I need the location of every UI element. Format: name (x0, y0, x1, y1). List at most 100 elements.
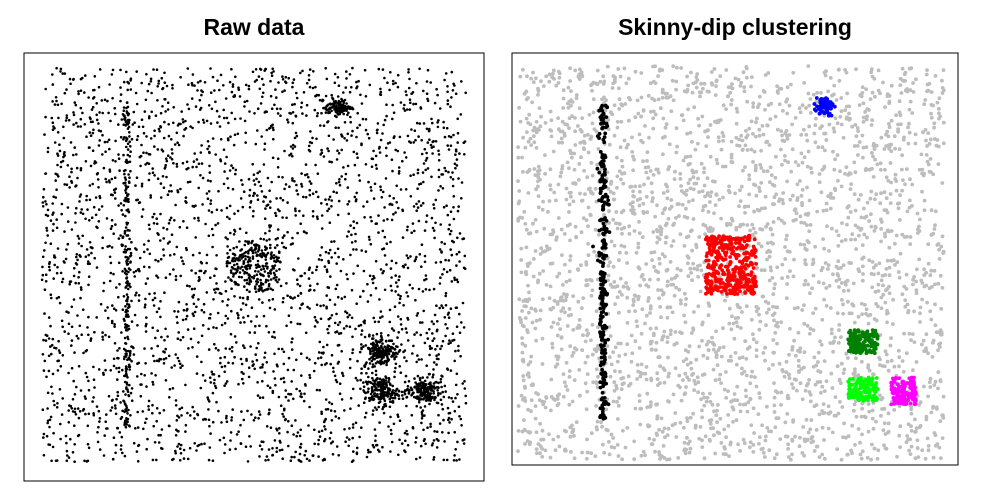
scatter-point (853, 367, 857, 372)
scatter-point (126, 306, 130, 310)
scatter-point (79, 167, 83, 170)
scatter-point (79, 389, 83, 392)
scatter-point (197, 341, 200, 344)
scatter-point (206, 147, 209, 151)
scatter-point (122, 123, 125, 126)
scatter-point (739, 326, 743, 330)
scatter-point (333, 240, 336, 243)
scatter-point (135, 450, 139, 453)
scatter-point (295, 278, 299, 282)
scatter-point (245, 278, 249, 282)
scatter-point (458, 415, 461, 418)
scatter-point (303, 383, 307, 386)
scatter-point (128, 176, 131, 179)
scatter-point (130, 399, 134, 403)
scatter-point (364, 95, 368, 98)
scatter-point (447, 316, 451, 320)
scatter-point (103, 140, 107, 144)
scatter-point (871, 265, 876, 270)
scatter-point (680, 202, 685, 207)
scatter-point (269, 253, 273, 256)
scatter-point (227, 121, 230, 125)
scatter-point (287, 314, 291, 318)
scatter-point (229, 271, 233, 274)
scatter-point (833, 395, 838, 399)
scatter-point (246, 295, 249, 299)
scatter-point (534, 146, 539, 150)
scatter-point (124, 136, 128, 139)
scatter-point (360, 142, 363, 145)
scatter-point (195, 305, 198, 309)
scatter-point (727, 306, 732, 311)
scatter-point (888, 161, 893, 165)
scatter-point (328, 195, 332, 199)
scatter-point (128, 237, 131, 241)
scatter-point (196, 81, 200, 84)
scatter-point (779, 390, 784, 395)
scatter-point (343, 98, 347, 102)
scatter-point (459, 354, 462, 358)
scatter-point (119, 99, 122, 103)
scatter-point (57, 175, 60, 178)
scatter-point (83, 459, 86, 463)
scatter-point (394, 281, 398, 284)
scatter-point (167, 354, 171, 358)
scatter-point (409, 255, 412, 258)
scatter-point (644, 194, 649, 199)
scatter-point (371, 334, 375, 337)
scatter-point (257, 180, 261, 184)
scatter-point (402, 107, 406, 110)
scatter-point (228, 261, 232, 265)
scatter-point (403, 151, 406, 154)
scatter-point (124, 168, 127, 172)
scatter-point (806, 381, 810, 386)
scatter-point (349, 407, 352, 411)
scatter-point (122, 114, 126, 118)
scatter-point (562, 232, 567, 236)
scatter-point (371, 395, 374, 398)
scatter-point (340, 97, 343, 101)
scatter-point (251, 251, 255, 255)
scatter-point (112, 307, 116, 311)
scatter-point (755, 116, 759, 121)
scatter-point (742, 441, 747, 446)
scatter-point (425, 80, 429, 83)
scatter-point (291, 154, 294, 158)
scatter-point (87, 283, 90, 287)
scatter-point (381, 388, 385, 391)
scatter-point (137, 267, 140, 271)
scatter-point (155, 407, 159, 410)
scatter-point (883, 300, 888, 305)
scatter-point (79, 255, 82, 258)
scatter-point (437, 391, 440, 395)
scatter-point (113, 325, 116, 328)
scatter-point (117, 237, 121, 240)
scatter-point (568, 258, 572, 262)
scatter-point (41, 408, 45, 412)
scatter-point (577, 106, 582, 111)
scatter-point (409, 195, 413, 198)
scatter-point (258, 455, 261, 458)
scatter-point (311, 136, 314, 140)
scatter-point (69, 141, 73, 144)
scatter-point (249, 320, 253, 323)
scatter-point (932, 125, 936, 130)
scatter-point (84, 74, 87, 77)
scatter-point (392, 111, 396, 114)
scatter-point (390, 440, 394, 444)
scatter-point (906, 125, 910, 130)
scatter-point (140, 182, 144, 186)
scatter-point (157, 433, 160, 437)
scatter-point (392, 342, 395, 346)
scatter-point (638, 374, 643, 379)
scatter-point (191, 346, 194, 349)
scatter-point (281, 75, 284, 78)
scatter-point (129, 88, 133, 91)
scatter-point (356, 359, 359, 363)
scatter-point (181, 335, 185, 339)
scatter-point (673, 366, 678, 371)
scatter-point (790, 382, 794, 386)
scatter-point (875, 162, 880, 167)
scatter-point (345, 273, 348, 276)
scatter-point (324, 66, 328, 70)
